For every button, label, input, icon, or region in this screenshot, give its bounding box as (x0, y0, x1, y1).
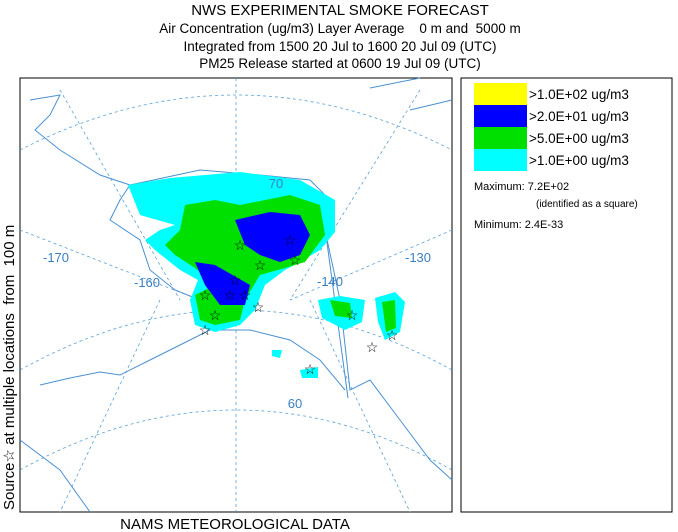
maximum: Maximum: 7.2E+02 (474, 181, 569, 193)
legend-swatch (474, 127, 527, 149)
legend-swatch (474, 105, 527, 127)
side-label: Source☆ at multiple locations from 100 m (1, 225, 18, 510)
footer: NAMS METEOROLOGICAL DATA (120, 516, 350, 532)
legend-swatch (474, 149, 527, 171)
map: ☆☆☆☆ ☆☆☆☆ ☆☆ ☆☆ ☆☆☆ -170 -160 -140 -130 7… (19, 77, 453, 513)
legend-label: >1.0E+02 ug/m3 (529, 87, 629, 102)
graticule-label: 70 (269, 176, 283, 191)
subtitle: Integrated from 1500 20 Jul to 1600 20 J… (184, 39, 497, 54)
legend-label: >2.0E+01 ug/m3 (529, 109, 629, 124)
graticule-label: -170 (43, 250, 69, 265)
legend-label: >1.0E+00 ug/m3 (529, 153, 629, 168)
svg-text:☆: ☆ (209, 307, 222, 323)
svg-text:☆: ☆ (239, 287, 252, 303)
svg-text:☆: ☆ (252, 299, 265, 315)
subtitle: PM25 Release started at 0600 19 Jul 09 (… (199, 56, 480, 71)
svg-text:☆: ☆ (229, 272, 242, 288)
graticule-label: 60 (288, 396, 302, 411)
maximum-note: (identified as a square) (536, 199, 638, 210)
svg-text:☆: ☆ (199, 322, 212, 338)
subtitle: Air Concentration (ug/m3) Layer Average … (159, 21, 520, 36)
svg-text:☆: ☆ (199, 287, 212, 303)
title: NWS EXPERIMENTAL SMOKE FORECAST (191, 2, 489, 19)
minimum: Minimum: 2.4E-33 (474, 219, 563, 231)
svg-text:☆: ☆ (304, 361, 317, 377)
svg-text:☆: ☆ (234, 237, 247, 253)
svg-text:☆: ☆ (366, 339, 379, 355)
svg-text:☆: ☆ (289, 252, 302, 268)
svg-text:☆: ☆ (346, 307, 359, 323)
graticule-label: -160 (134, 275, 160, 290)
svg-text:☆: ☆ (224, 287, 237, 303)
smoke-plume (128, 172, 405, 378)
svg-text:☆: ☆ (254, 257, 267, 273)
graticule-label: -140 (317, 274, 343, 289)
legend: Maximum: 7.2E+02 (identified as a square… (460, 77, 673, 513)
legend-label: >5.0E+00 ug/m3 (529, 131, 629, 146)
legend-swatch (474, 83, 527, 105)
svg-text:☆: ☆ (386, 327, 399, 343)
graticule-label: -130 (405, 250, 431, 265)
svg-text:☆: ☆ (284, 232, 297, 248)
source-markers: ☆☆☆☆ ☆☆☆☆ ☆☆ ☆☆ ☆☆☆ (199, 232, 399, 377)
